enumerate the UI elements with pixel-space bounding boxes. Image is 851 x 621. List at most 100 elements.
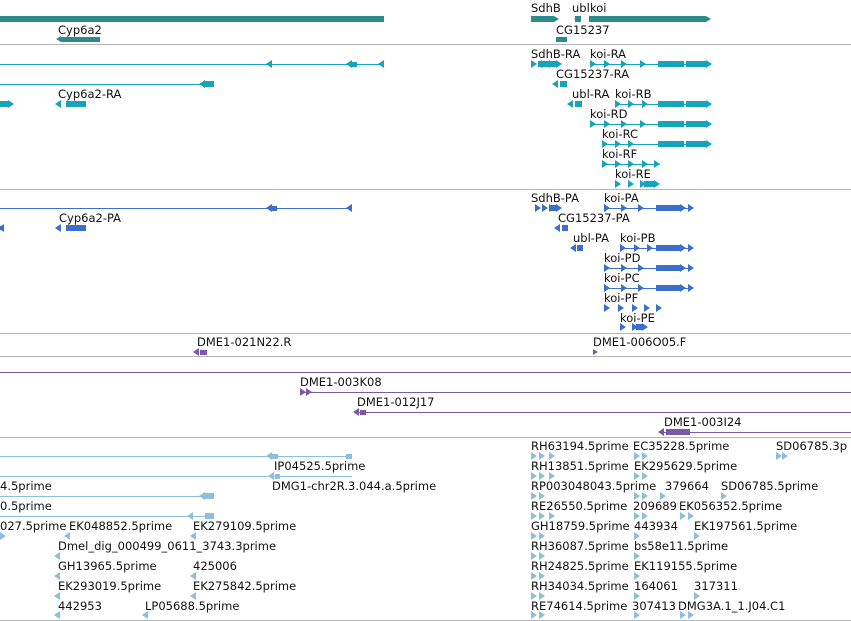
feature-exon-block[interactable] xyxy=(550,205,556,211)
clone-end-label-dme1-021n22[interactable]: DME1-021N22.R xyxy=(197,335,292,349)
est-label-dmg1-chr2r[interactable]: DMG1-chr2R.3.044.a.5prime xyxy=(272,479,437,493)
transcript-label-sdhb-ra[interactable]: SdhB-RA xyxy=(531,47,581,61)
protein-label-ubl-pa[interactable]: ubl-PA xyxy=(573,231,609,245)
feature-exon-block[interactable] xyxy=(205,513,214,519)
transcript-label-cg15237-ra[interactable]: CG15237-RA xyxy=(556,67,630,81)
est-label-ek056352[interactable]: EK056352.5prime xyxy=(679,499,783,513)
est-label-bs58e11[interactable]: bs58e11.5prime xyxy=(634,539,729,553)
est-label-ip04525[interactable]: IP04525.5prime xyxy=(274,459,366,473)
feature-exon-block[interactable] xyxy=(658,61,684,67)
clone-label-dme1-012j17[interactable]: DME1-012J17 xyxy=(357,395,435,409)
est-label-dmg3a[interactable]: DMG3A.1_1.J04.C1 xyxy=(678,599,786,613)
est-label-307413[interactable]: 307413 xyxy=(632,599,676,613)
feature-exon-block[interactable] xyxy=(562,225,568,231)
feature-exon-block[interactable] xyxy=(205,81,214,87)
feature-exon-block[interactable] xyxy=(658,141,684,147)
est-label-ec35228[interactable]: EC35228.5prime xyxy=(633,439,730,453)
est-label-sd06785-5p[interactable]: SD06785.5prime xyxy=(721,479,819,493)
feature-exon-block[interactable] xyxy=(0,101,8,107)
est-label-re74614[interactable]: RE74614.5prime xyxy=(531,599,628,613)
est-label-gh13965[interactable]: GH13965.5prime xyxy=(58,559,157,573)
feature-exon-block[interactable] xyxy=(656,265,680,271)
gene-cg15237-bar[interactable] xyxy=(556,36,567,42)
feature-exon-block[interactable] xyxy=(360,409,366,415)
feature-exon-block[interactable] xyxy=(272,205,277,211)
est-label-rp003048043[interactable]: RP003048043.5prime xyxy=(531,479,657,493)
transcript-label-koi-rf[interactable]: koi-RF xyxy=(602,147,638,161)
clone-label-dme1-003i24[interactable]: DME1-003I24 xyxy=(664,415,742,429)
est-label-ek279109[interactable]: EK279109.5prime xyxy=(193,519,297,533)
est-label-317311[interactable]: 317311 xyxy=(694,579,738,593)
feature-exon-block[interactable] xyxy=(275,473,280,479)
feature-exon-block[interactable] xyxy=(538,61,556,67)
transcript-label-koi-rd[interactable]: koi-RD xyxy=(590,107,628,121)
transcript-label-koi-rc[interactable]: koi-RC xyxy=(602,127,639,141)
transcript-label-koi-ra[interactable]: koi-RA xyxy=(590,47,627,61)
est-label-4-5prime[interactable]: 4.5prime xyxy=(0,479,52,493)
est-label-209689[interactable]: 209689 xyxy=(633,499,677,513)
est-label-ek048852[interactable]: EK048852.5prime xyxy=(69,519,173,533)
est-label-dmel-dig[interactable]: Dmel_dig_000499_0611_3743.3prime xyxy=(58,539,277,553)
protein-label-cg15237-pa[interactable]: CG15237-PA xyxy=(558,211,630,225)
feature-exon-block[interactable] xyxy=(346,453,352,459)
est-label-rh36087[interactable]: RH36087.5prime xyxy=(531,539,629,553)
feature-exon-block[interactable] xyxy=(656,245,680,251)
feature-exon-block[interactable] xyxy=(658,101,684,107)
est-label-ek293019[interactable]: EK293019.5prime xyxy=(58,579,162,593)
est-label-425006[interactable]: 425006 xyxy=(193,559,237,573)
protein-label-cyp6a2-pa[interactable]: Cyp6a2-PA xyxy=(59,211,122,225)
transcript-label-koi-re[interactable]: koi-RE xyxy=(615,167,651,181)
transcript-label-cyp6a2-ra[interactable]: Cyp6a2-RA xyxy=(58,87,122,101)
gene-sdhb-bar[interactable] xyxy=(531,16,554,22)
feature-exon-block[interactable] xyxy=(352,61,357,67)
clone-end-label-dme1-006o05[interactable]: DME1-006O05.F xyxy=(593,335,687,349)
est-label-164061[interactable]: 164061 xyxy=(634,579,678,593)
feature-exon-block[interactable] xyxy=(205,493,214,499)
protein-label-koi-pb[interactable]: koi-PB xyxy=(620,231,656,245)
feature-exon-block[interactable] xyxy=(644,181,654,187)
gene-label-koi[interactable]: koi xyxy=(590,1,607,15)
feature-exon-block[interactable] xyxy=(666,429,690,435)
est-label-gh18759[interactable]: GH18759.5prime xyxy=(531,519,630,533)
feature-exon-block[interactable] xyxy=(560,81,567,87)
feature-exon-block[interactable] xyxy=(575,101,582,107)
est-label-ek295629[interactable]: EK295629.5prime xyxy=(634,459,738,473)
gene-cyp6a2-bar[interactable] xyxy=(0,16,384,22)
est-label-rh34034[interactable]: RH34034.5prime xyxy=(531,579,629,593)
gene-ubl-bar[interactable] xyxy=(575,16,581,22)
feature-exon-block[interactable] xyxy=(658,121,684,127)
est-label-027-5prime[interactable]: 027.5prime xyxy=(0,519,67,533)
feature-exon-block[interactable] xyxy=(636,324,642,330)
protein-label-sdhb-pa[interactable]: SdhB-PA xyxy=(531,191,579,205)
protein-label-koi-pc[interactable]: koi-PC xyxy=(604,271,640,285)
feature-exon-block[interactable] xyxy=(66,101,86,107)
feature-exon-block[interactable] xyxy=(686,141,706,147)
est-label-ek275842[interactable]: EK275842.5prime xyxy=(193,579,297,593)
feature-exon-block[interactable] xyxy=(656,205,680,211)
est-label-lp05688[interactable]: LP05688.5prime xyxy=(145,599,240,613)
est-label-rh63194[interactable]: RH63194.5prime xyxy=(531,439,629,453)
est-label-sd06785-3p[interactable]: SD06785.3p xyxy=(776,439,848,453)
gene-label-sdhb[interactable]: SdhB xyxy=(531,1,561,15)
feature-exon-block[interactable] xyxy=(66,225,86,231)
feature-exon-block[interactable] xyxy=(0,226,4,230)
est-label-442953[interactable]: 442953 xyxy=(58,599,102,613)
feature-exon-block[interactable] xyxy=(686,101,706,107)
protein-label-koi-pa[interactable]: koi-PA xyxy=(604,191,639,205)
feature-exon-block[interactable] xyxy=(656,285,680,291)
feature-exon-block[interactable] xyxy=(686,61,706,67)
gene-cyp6a2-small-bar[interactable] xyxy=(61,36,100,42)
transcript-label-ubl-ra[interactable]: ubl-RA xyxy=(572,87,610,101)
est-label-0-5prime[interactable]: 0.5prime xyxy=(0,499,52,513)
clone-label-dme1-003k08[interactable]: DME1-003K08 xyxy=(300,375,382,389)
est-label-ek197561[interactable]: EK197561.5prime xyxy=(694,519,798,533)
protein-label-koi-pd[interactable]: koi-PD xyxy=(604,251,641,265)
est-label-re26550[interactable]: RE26550.5prime xyxy=(531,499,628,513)
feature-exon-block[interactable] xyxy=(577,245,583,251)
protein-label-koi-pf[interactable]: koi-PF xyxy=(604,291,639,305)
est-label-379664[interactable]: 379664 xyxy=(665,479,709,493)
transcript-label-koi-rb[interactable]: koi-RB xyxy=(615,87,652,101)
protein-label-koi-pe[interactable]: koi-PE xyxy=(620,311,655,325)
feature-exon-block[interactable] xyxy=(686,121,706,127)
